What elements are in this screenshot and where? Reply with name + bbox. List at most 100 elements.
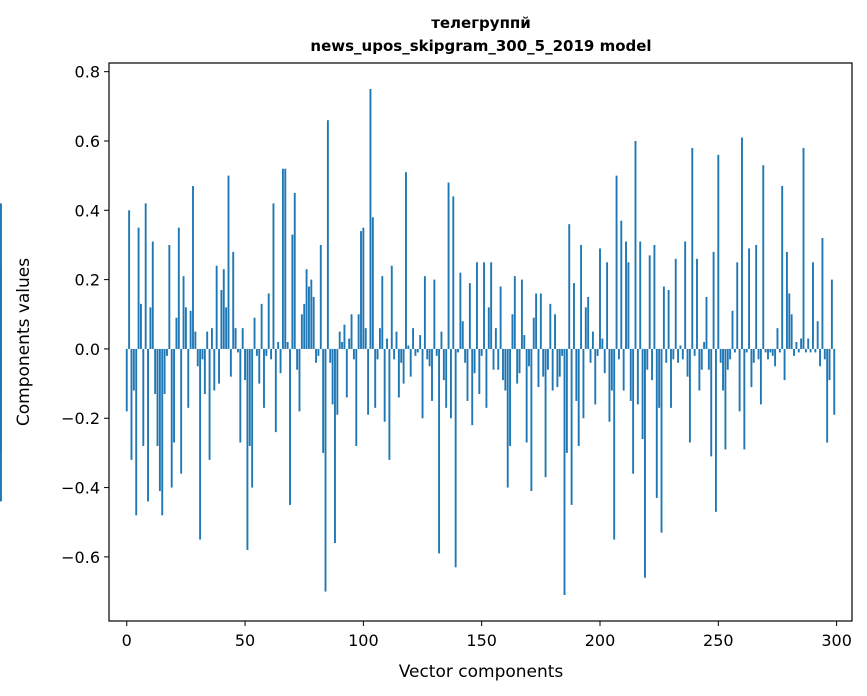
bar — [428, 348, 431, 367]
bar — [499, 286, 502, 349]
bar — [360, 231, 362, 349]
bar — [693, 348, 696, 356]
bar — [246, 348, 249, 550]
bar — [826, 348, 829, 443]
bar — [729, 348, 732, 360]
y-axis-ticks: −0.6 −0.4 −0.2 0.0 0.2 0.4 0.6 0.8 — [61, 63, 109, 567]
bar — [684, 241, 687, 349]
bar — [255, 348, 258, 356]
bar — [343, 324, 346, 349]
bar — [561, 348, 564, 356]
bar — [670, 348, 672, 408]
bar — [237, 348, 239, 353]
bar — [423, 276, 426, 349]
x-tick-label: 150 — [466, 631, 497, 650]
bar — [492, 348, 495, 370]
bar — [551, 348, 554, 391]
chart-title-line-2: news_upos_skipgram_300_5_2019 model — [310, 37, 651, 55]
bar — [722, 348, 724, 391]
bar — [156, 348, 159, 446]
bar — [184, 307, 187, 349]
bar — [296, 348, 299, 370]
bar — [591, 331, 594, 349]
bar — [731, 310, 734, 349]
bar — [691, 147, 694, 349]
bar — [369, 88, 372, 349]
bar — [584, 307, 587, 349]
bar — [170, 348, 173, 488]
bar — [655, 348, 658, 498]
bar — [812, 262, 814, 349]
bar — [149, 307, 152, 349]
bar — [546, 348, 549, 370]
bar — [625, 241, 627, 349]
bar — [341, 342, 344, 349]
bar — [537, 348, 540, 388]
bar — [502, 348, 504, 381]
bar — [636, 348, 639, 405]
bar — [639, 241, 642, 349]
bar — [419, 335, 422, 349]
bar — [662, 286, 665, 349]
bar — [180, 348, 183, 474]
bar — [471, 348, 474, 426]
bar — [800, 338, 803, 349]
bar — [291, 234, 294, 349]
bar — [606, 262, 609, 349]
bar — [279, 348, 282, 374]
bar — [828, 348, 831, 381]
bar — [140, 303, 142, 349]
bar — [175, 317, 178, 349]
bar — [823, 348, 826, 360]
bar — [381, 276, 384, 349]
bar — [528, 348, 530, 367]
bar — [681, 348, 684, 360]
y-tick-label: 0.8 — [75, 63, 100, 82]
bar — [700, 348, 703, 370]
bar — [326, 120, 329, 349]
bar — [580, 244, 583, 349]
bar — [393, 348, 396, 360]
bar — [674, 258, 677, 349]
bar — [258, 348, 261, 384]
bar — [189, 310, 192, 349]
bar — [511, 314, 514, 349]
bar — [582, 348, 585, 419]
bar — [601, 338, 604, 349]
bar — [745, 348, 748, 353]
bar — [405, 172, 407, 349]
bar — [769, 348, 772, 353]
bar — [466, 348, 469, 401]
bar — [719, 348, 722, 363]
bar — [388, 348, 391, 460]
bar — [350, 314, 353, 349]
bar — [383, 348, 386, 422]
bar — [565, 348, 568, 453]
bar — [390, 265, 393, 349]
bar — [617, 348, 620, 360]
bar — [717, 154, 720, 349]
bar — [336, 348, 339, 415]
bar — [816, 321, 819, 349]
bar — [322, 348, 325, 453]
bar — [225, 307, 228, 349]
bar — [653, 244, 656, 349]
bar — [632, 348, 635, 474]
bar — [416, 348, 419, 353]
bar — [331, 348, 334, 405]
bar — [248, 348, 251, 446]
bar — [192, 186, 194, 349]
bar — [577, 348, 580, 446]
bar — [395, 331, 398, 349]
y-axis-label: Components values — [14, 258, 34, 426]
bar — [397, 348, 400, 398]
bar — [783, 348, 786, 381]
bar — [215, 265, 218, 349]
x-tick-label: 250 — [703, 631, 734, 650]
bar — [686, 348, 689, 377]
bar — [452, 196, 455, 349]
bar — [821, 238, 824, 349]
bar — [286, 342, 289, 349]
bar — [407, 345, 410, 349]
